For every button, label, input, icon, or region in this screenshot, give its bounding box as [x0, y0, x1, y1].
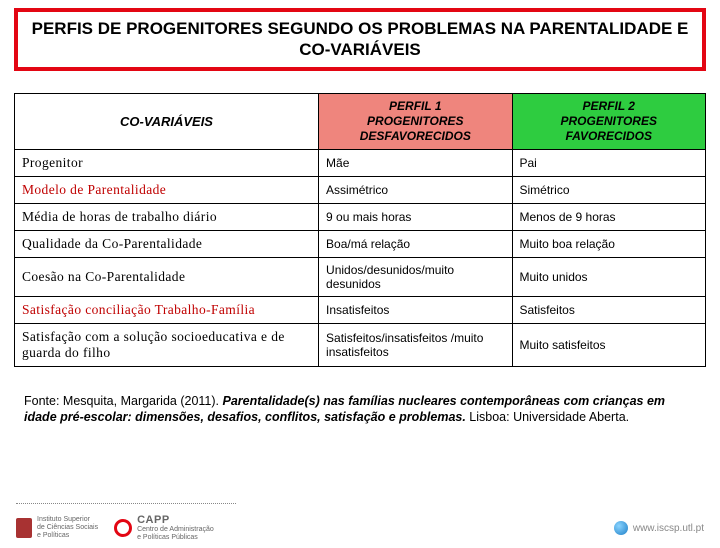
- footer: Instituto Superior de Ciências Sociais e…: [0, 508, 720, 548]
- row-label: Progenitor: [15, 149, 319, 176]
- logo-capp-sub1: Centro de Administração: [137, 526, 214, 534]
- header-covariables: CO-VARIÁVEIS: [15, 93, 319, 149]
- logo-iscsp-text: Instituto Superior de Ciências Sociais e…: [37, 516, 98, 539]
- profiles-table-container: CO-VARIÁVEIS PERFIL 1 PROGENITORES DESFA…: [14, 93, 706, 367]
- header-perfil-2-line2: PROGENITORES FAVORECIDOS: [561, 114, 657, 143]
- row-perfil2: Muito unidos: [512, 257, 706, 296]
- logo-iscsp-line2: de Ciências Sociais: [37, 524, 98, 532]
- header-perfil-2-line1: PERFIL 2: [583, 99, 635, 113]
- profiles-table: CO-VARIÁVEIS PERFIL 1 PROGENITORES DESFA…: [14, 93, 706, 367]
- header-perfil-1-line2: PROGENITORES DESFAVORECIDOS: [360, 114, 471, 143]
- logo-iscsp-line3: e Políticas: [37, 532, 98, 540]
- source-citation: Fonte: Mesquita, Margarida (2011). Paren…: [24, 393, 696, 427]
- row-perfil2: Pai: [512, 149, 706, 176]
- row-perfil1: Assimétrico: [319, 176, 512, 203]
- table-row: Coesão na Co-ParentalidadeUnidos/desunid…: [15, 257, 706, 296]
- row-label: Modelo de Parentalidade: [15, 176, 319, 203]
- globe-icon: [614, 521, 628, 535]
- logo-capp-icon: [114, 519, 132, 537]
- table-row: Satisfação conciliação Trabalho-FamíliaI…: [15, 296, 706, 323]
- table-row: Modelo de ParentalidadeAssimétricoSimétr…: [15, 176, 706, 203]
- row-perfil1: Boa/má relação: [319, 230, 512, 257]
- source-prefix: Fonte: Mesquita, Margarida (2011).: [24, 394, 222, 408]
- header-perfil-1-line1: PERFIL 1: [389, 99, 441, 113]
- table-row: Média de horas de trabalho diário9 ou ma…: [15, 203, 706, 230]
- row-label: Coesão na Co-Parentalidade: [15, 257, 319, 296]
- row-perfil1: Satisfeitos/insatisfeitos /muito insatis…: [319, 323, 512, 366]
- row-label: Satisfação com a solução socioeducativa …: [15, 323, 319, 366]
- row-label: Média de horas de trabalho diário: [15, 203, 319, 230]
- logo-iscsp-line1: Instituto Superior: [37, 516, 98, 524]
- logo-capp-sub2: e Políticas Públicas: [137, 534, 214, 542]
- row-perfil1: Mãe: [319, 149, 512, 176]
- row-perfil1: Insatisfeitos: [319, 296, 512, 323]
- logo-iscsp-icon: [16, 518, 32, 538]
- table-row: ProgenitorMãePai: [15, 149, 706, 176]
- footer-url: www.iscsp.utl.pt: [633, 523, 704, 534]
- footer-right: www.iscsp.utl.pt: [614, 521, 704, 535]
- row-perfil2: Muito satisfeitos: [512, 323, 706, 366]
- source-suffix: Lisboa: Universidade Aberta.: [466, 410, 629, 424]
- row-perfil2: Satisfeitos: [512, 296, 706, 323]
- table-row: Qualidade da Co-ParentalidadeBoa/má rela…: [15, 230, 706, 257]
- slide-title: PERFIS DE PROGENITORES SEGUNDO OS PROBLE…: [14, 8, 706, 71]
- header-perfil-1: PERFIL 1 PROGENITORES DESFAVORECIDOS: [319, 93, 512, 149]
- row-label: Qualidade da Co-Parentalidade: [15, 230, 319, 257]
- row-perfil2: Simétrico: [512, 176, 706, 203]
- logo-iscsp: Instituto Superior de Ciências Sociais e…: [16, 516, 98, 539]
- divider-dotted: [16, 503, 236, 504]
- row-perfil1: 9 ou mais horas: [319, 203, 512, 230]
- table-row: Satisfação com a solução socioeducativa …: [15, 323, 706, 366]
- row-label: Satisfação conciliação Trabalho-Família: [15, 296, 319, 323]
- logo-capp-name: CAPP: [137, 514, 214, 526]
- footer-left: Instituto Superior de Ciências Sociais e…: [16, 514, 214, 541]
- table-header-row: CO-VARIÁVEIS PERFIL 1 PROGENITORES DESFA…: [15, 93, 706, 149]
- logo-capp: CAPP Centro de Administração e Políticas…: [114, 514, 214, 541]
- row-perfil1: Unidos/desunidos/muito desunidos: [319, 257, 512, 296]
- table-body: ProgenitorMãePaiModelo de ParentalidadeA…: [15, 149, 706, 366]
- header-perfil-2: PERFIL 2 PROGENITORES FAVORECIDOS: [512, 93, 706, 149]
- row-perfil2: Menos de 9 horas: [512, 203, 706, 230]
- row-perfil2: Muito boa relação: [512, 230, 706, 257]
- logo-capp-text: CAPP Centro de Administração e Políticas…: [137, 514, 214, 541]
